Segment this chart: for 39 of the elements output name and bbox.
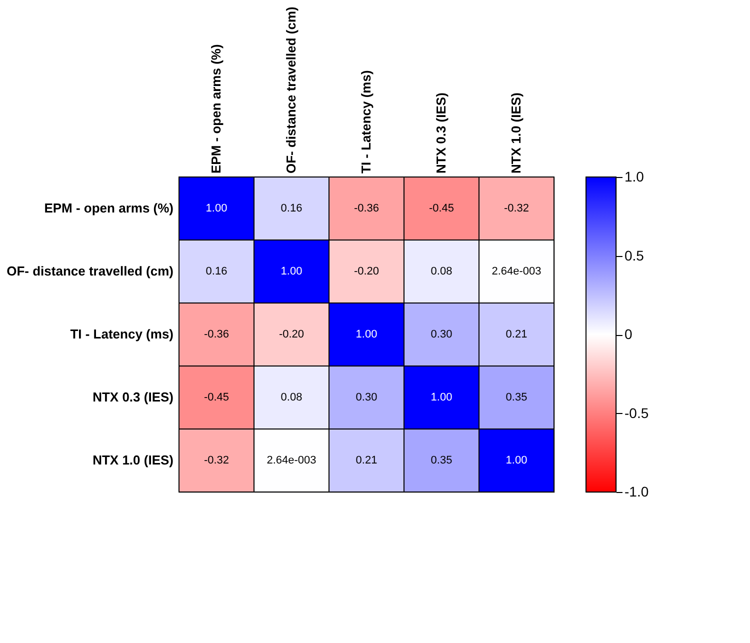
- data-label: 0.16: [206, 266, 228, 278]
- data-label: -0.36: [354, 202, 380, 214]
- data-label: 0.08: [280, 392, 302, 404]
- data-label: 0.30: [356, 392, 378, 404]
- x-tick-label: TI - Latency (ms): [358, 70, 374, 174]
- data-label: 0.16: [280, 202, 302, 214]
- data-label: 1.00: [280, 266, 302, 278]
- color-bar-label: -1.0: [624, 484, 649, 500]
- data-label: -0.32: [504, 202, 530, 214]
- color-bar-label: 1.0: [624, 168, 644, 184]
- x-tick-label: OF- distance travelled (cm): [284, 6, 298, 174]
- x-tick-label: NTX 1.0 (IES): [508, 92, 524, 174]
- data-label: 0.21: [506, 328, 528, 340]
- data-label: 1.00: [206, 202, 228, 214]
- data-label: 0.35: [506, 392, 528, 404]
- data-label: 1.00: [506, 454, 528, 466]
- y-tick-label: NTX 0.3 (IES): [92, 390, 174, 404]
- data-label: 1.00: [356, 328, 378, 340]
- data-label: -0.20: [278, 328, 304, 340]
- data-label: 0.30: [430, 328, 452, 340]
- data-label: -0.20: [354, 266, 380, 278]
- data-label: 2.64e-003: [266, 454, 316, 466]
- data-label: -0.32: [204, 454, 230, 466]
- color-bar-label: 0.5: [624, 247, 644, 264]
- data-label: -0.36: [204, 328, 230, 340]
- x-tick-label: NTX 0.3 (IES): [434, 92, 448, 174]
- color-bar-label: 0: [624, 326, 632, 342]
- data-label: 0.08: [430, 266, 452, 278]
- y-tick-label: OF- distance travelled (cm): [6, 264, 174, 278]
- y-tick-label: EPM - open arms (%): [44, 200, 174, 216]
- data-label: -0.45: [428, 202, 454, 214]
- data-label: 1.00: [430, 392, 452, 404]
- color-bar-label: -0.5: [624, 404, 649, 421]
- data-label: 0.35: [430, 454, 452, 466]
- data-label: 2.64e-003: [492, 266, 542, 278]
- y-tick-label: TI - Latency (ms): [70, 326, 174, 342]
- data-label: 0.21: [356, 454, 378, 466]
- y-tick-label: NTX 1.0 (IES): [92, 452, 174, 468]
- data-label: -0.45: [204, 392, 230, 404]
